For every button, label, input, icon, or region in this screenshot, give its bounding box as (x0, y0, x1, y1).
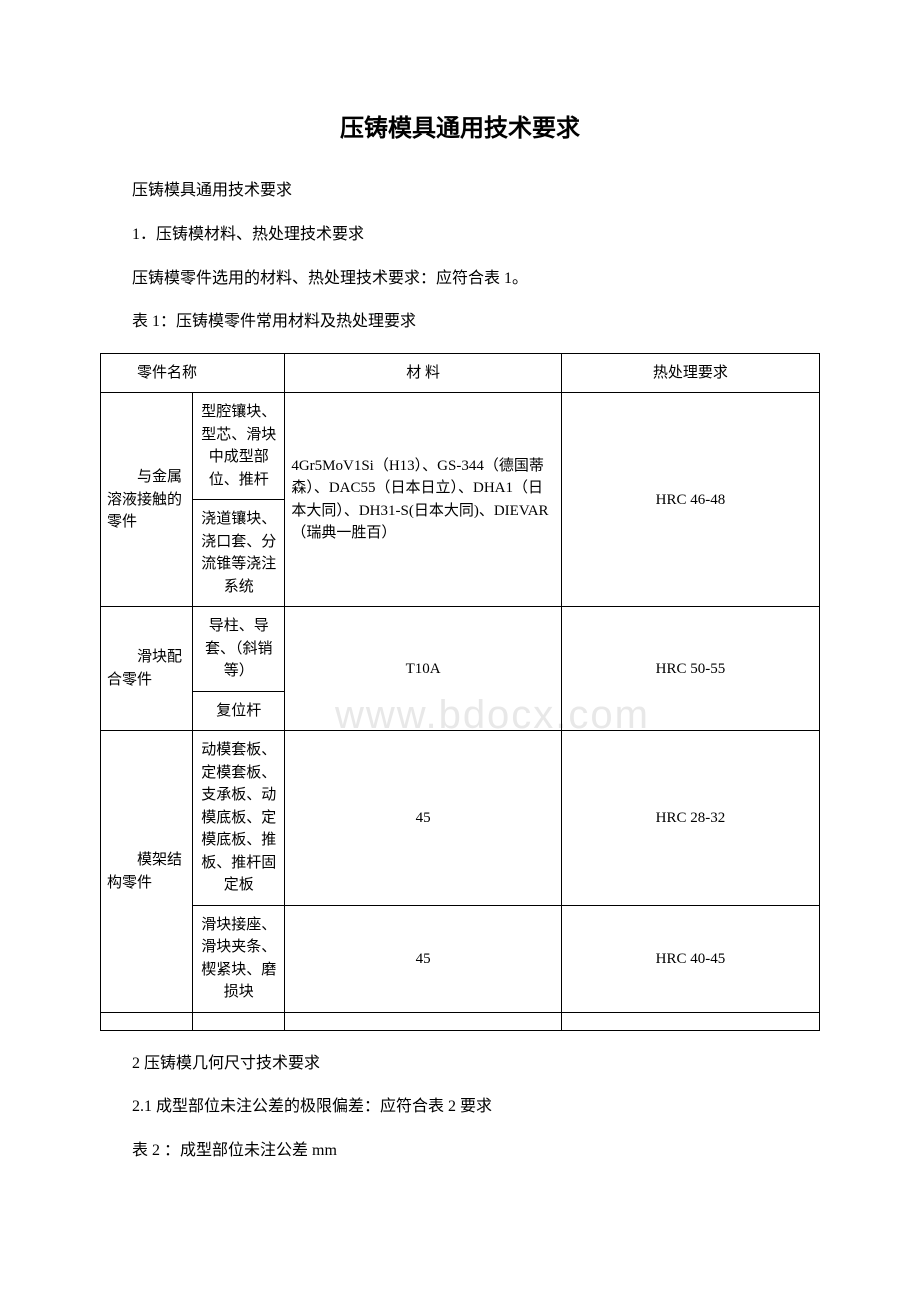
cell-sub-2b: 复位杆 (193, 691, 285, 731)
section2-para1: 2.1 成型部位未注公差的极限偏差：应符合表 2 要求 (100, 1094, 820, 1120)
cell-heat-3b: HRC 40-45 (561, 905, 819, 1012)
empty-cell (193, 1012, 285, 1030)
header-cell-name: 零件名称 (101, 353, 285, 393)
cell-sub-3a: 动模套板、定模套板、支承板、动模底板、定模底板、推板、推杆固定板 (193, 731, 285, 906)
cell-heat-2: HRC 50-55 (561, 607, 819, 731)
table-header-row: 零件名称 材 料 热处理要求 (101, 353, 820, 393)
section1-heading: 1．压铸模材料、热处理技术要求 (100, 222, 820, 248)
empty-cell (561, 1012, 819, 1030)
cell-material-1: 4Gr5MoV1Si（H13）、GS-344（德国蒂森）、DAC55（日本日立）… (285, 393, 562, 607)
table-row: 与金属溶液接触的零件 型腔镶块、型芯、滑块中成型部位、推杆 4Gr5MoV1Si… (101, 393, 820, 500)
page-title: 压铸模具通用技术要求 (100, 110, 820, 148)
cell-sub-2a: 导柱、导套、（斜销等） (193, 607, 285, 692)
cell-category-3: 模架结构零件 (101, 731, 193, 1013)
empty-cell (285, 1012, 562, 1030)
cell-heat-1: HRC 46-48 (561, 393, 819, 607)
section2-heading: 2 压铸模几何尺寸技术要求 (100, 1051, 820, 1077)
subtitle-text: 压铸模具通用技术要求 (100, 178, 820, 204)
section1-para: 压铸模零件选用的材料、热处理技术要求：应符合表 1。 (100, 266, 820, 292)
table1-caption: 表 1：压铸模零件常用材料及热处理要求 (100, 309, 820, 335)
cell-material-3a: 45 (285, 731, 562, 906)
cell-material-3b: 45 (285, 905, 562, 1012)
empty-cell (101, 1012, 193, 1030)
header-cell-heat: 热处理要求 (561, 353, 819, 393)
cell-category-1: 与金属溶液接触的零件 (101, 393, 193, 607)
cell-sub-1b: 浇道镶块、浇口套、分流锥等浇注系统 (193, 500, 285, 607)
cell-heat-3a: HRC 28-32 (561, 731, 819, 906)
header-cell-material: 材 料 (285, 353, 562, 393)
table2-caption: 表 2 ：成型部位未注公差 mm (100, 1138, 820, 1164)
table-row: 滑块接座、滑块夹条、楔紧块、磨损块 45 HRC 40-45 (101, 905, 820, 1012)
cell-sub-3b: 滑块接座、滑块夹条、楔紧块、磨损块 (193, 905, 285, 1012)
cell-category-2: 滑块配合零件 (101, 607, 193, 731)
table-empty-row (101, 1012, 820, 1030)
cell-material-2: T10A (285, 607, 562, 731)
table-row: 滑块配合零件 导柱、导套、（斜销等） T10A HRC 50-55 (101, 607, 820, 692)
table-row: 模架结构零件 动模套板、定模套板、支承板、动模底板、定模底板、推板、推杆固定板 … (101, 731, 820, 906)
cell-sub-1a: 型腔镶块、型芯、滑块中成型部位、推杆 (193, 393, 285, 500)
table1: 零件名称 材 料 热处理要求 与金属溶液接触的零件 型腔镶块、型芯、滑块中成型部… (100, 353, 820, 1031)
